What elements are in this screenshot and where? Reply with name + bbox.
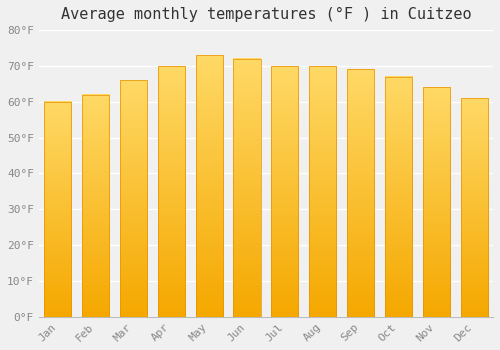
Bar xyxy=(347,70,374,317)
Bar xyxy=(82,94,109,317)
Bar xyxy=(422,88,450,317)
Bar xyxy=(158,66,185,317)
Bar xyxy=(44,102,72,317)
Bar xyxy=(120,80,147,317)
Bar xyxy=(271,66,298,317)
Bar xyxy=(234,59,260,317)
Bar xyxy=(385,77,412,317)
Bar xyxy=(460,98,488,317)
Title: Average monthly temperatures (°F ) in Cuitzeo: Average monthly temperatures (°F ) in Cu… xyxy=(60,7,471,22)
Bar xyxy=(196,55,223,317)
Bar xyxy=(309,66,336,317)
